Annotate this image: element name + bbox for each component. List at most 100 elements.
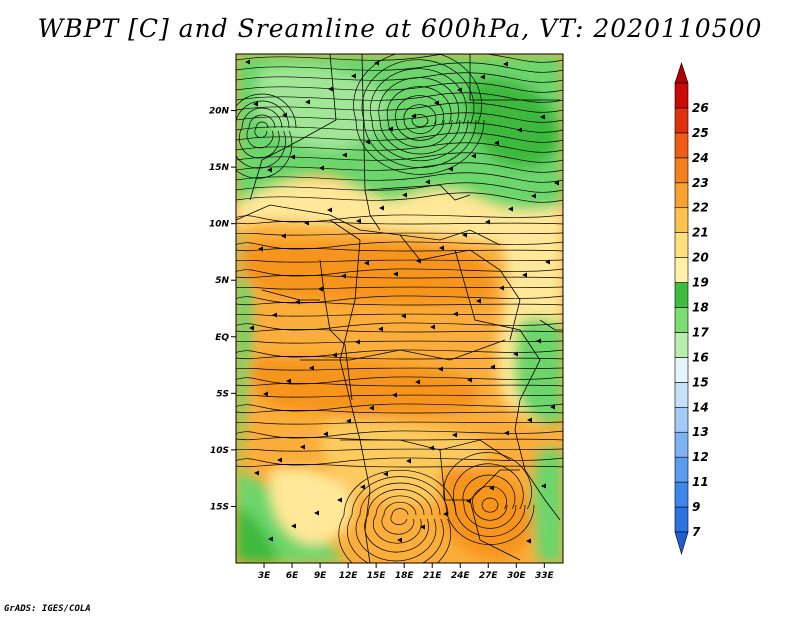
streamline <box>236 132 563 143</box>
country-border <box>454 249 541 401</box>
streamline-arrow <box>438 366 443 372</box>
streamline-arrow <box>545 259 550 265</box>
colorbar-swatch <box>674 481 689 508</box>
streamline <box>236 328 563 333</box>
streamline-arrow <box>360 484 365 490</box>
lat-tick-label: 15S <box>210 502 229 512</box>
streamline-arrow <box>309 365 314 371</box>
lat-tick-label: 20N <box>209 107 230 117</box>
streamline-arrow <box>397 537 402 543</box>
streamline-arrow <box>536 338 541 344</box>
streamline <box>236 436 563 441</box>
streamline-arrow <box>541 483 546 489</box>
streamline-arrow <box>406 458 411 464</box>
lat-tick-label: 10N <box>209 220 230 230</box>
lon-tick-label: 18E <box>395 571 415 581</box>
streamline <box>236 367 563 371</box>
streamline-arrow <box>513 351 518 357</box>
streamline-arrow <box>263 391 268 397</box>
streamline-arrow <box>411 113 416 119</box>
streamline <box>236 457 563 466</box>
map-frame <box>235 53 564 564</box>
streamline-arrow <box>517 127 522 133</box>
lon-tick-label: 3E <box>258 571 271 581</box>
colorbar-label: 9 <box>692 500 700 514</box>
streamline-arrow <box>245 59 250 65</box>
streamline-arrow <box>531 193 536 199</box>
latitude-ticks: 20N 15N 10N 5N EQ 5S 10S 15S <box>209 107 236 512</box>
lon-tick-label: 30E <box>507 571 527 581</box>
streamline-arrow <box>268 536 273 542</box>
streamline <box>236 220 563 225</box>
streamline <box>236 72 563 83</box>
streamline <box>236 409 563 414</box>
lon-tick-label: 12E <box>339 571 359 581</box>
streamline <box>236 54 563 63</box>
country-border <box>359 439 371 563</box>
streamline-arrow <box>508 206 513 212</box>
streamline-arrow <box>374 60 379 66</box>
colorbar-swatch <box>674 82 689 109</box>
colorbar-label: 11 <box>692 475 709 489</box>
colorbar-swatch <box>674 282 689 308</box>
chart-title: WBPT [C] and Sreamline at 600hPa, VT: 20… <box>37 14 763 43</box>
streamline-arrow <box>526 538 531 544</box>
streamline-arrow <box>476 298 481 304</box>
country-border <box>399 234 521 341</box>
streamline-arrow <box>356 218 361 224</box>
streamline <box>236 162 563 173</box>
country-border <box>329 219 361 241</box>
streamline <box>472 485 508 521</box>
streamline <box>236 214 563 223</box>
lat-tick-label: 10S <box>210 446 229 456</box>
lon-tick-label: 15E <box>367 571 387 581</box>
colorbar-label: 25 <box>692 126 709 140</box>
streamline-arrow <box>452 432 457 438</box>
streamline-arrow <box>319 165 324 171</box>
country-border <box>319 259 353 401</box>
streamline <box>236 102 563 113</box>
streamline <box>236 112 563 123</box>
colorbar-label: 7 <box>692 525 701 539</box>
streamline <box>236 301 563 306</box>
colorbar-label: 18 <box>692 301 709 315</box>
streamline-arrow <box>305 99 310 105</box>
streamline <box>236 232 563 236</box>
colorbar-label: 13 <box>692 425 709 439</box>
streamline <box>236 376 563 385</box>
streamline-arrow <box>332 352 337 358</box>
streamline-arrow <box>490 364 495 370</box>
streamline <box>236 403 563 412</box>
lon-tick-label: 9E <box>314 571 327 581</box>
country-border <box>236 204 501 246</box>
streamline-arrow <box>364 260 369 266</box>
streamline-arrow <box>355 339 360 345</box>
colorbar-label: 19 <box>692 276 709 290</box>
streamline-arrow <box>379 205 384 211</box>
streamline <box>236 247 563 252</box>
lon-tick-label: 33E <box>535 571 555 581</box>
streamline-arrow <box>453 311 458 317</box>
streamline-arrow <box>277 457 282 463</box>
streamline <box>236 274 563 279</box>
colorbar-label: 17 <box>692 325 709 339</box>
colorbar-arrow-high <box>674 62 689 84</box>
country-border <box>249 54 337 201</box>
streamline-arrow <box>253 101 258 107</box>
streamline-arrow <box>323 431 328 437</box>
wbpt-field <box>236 54 563 563</box>
streamline <box>443 452 535 545</box>
lon-tick-label: 6E <box>286 571 299 581</box>
streamline <box>236 394 563 398</box>
streamline <box>236 349 563 358</box>
streamline-arrow <box>471 153 476 159</box>
streamline-arrow <box>254 470 259 476</box>
colorbar-swatch <box>674 431 689 458</box>
streamline-arrow <box>282 112 287 118</box>
colorbar-swatch <box>674 332 689 358</box>
streamline <box>236 122 563 133</box>
colorbar-swatch <box>674 357 689 383</box>
streamline <box>236 268 563 277</box>
streamline <box>236 62 563 73</box>
